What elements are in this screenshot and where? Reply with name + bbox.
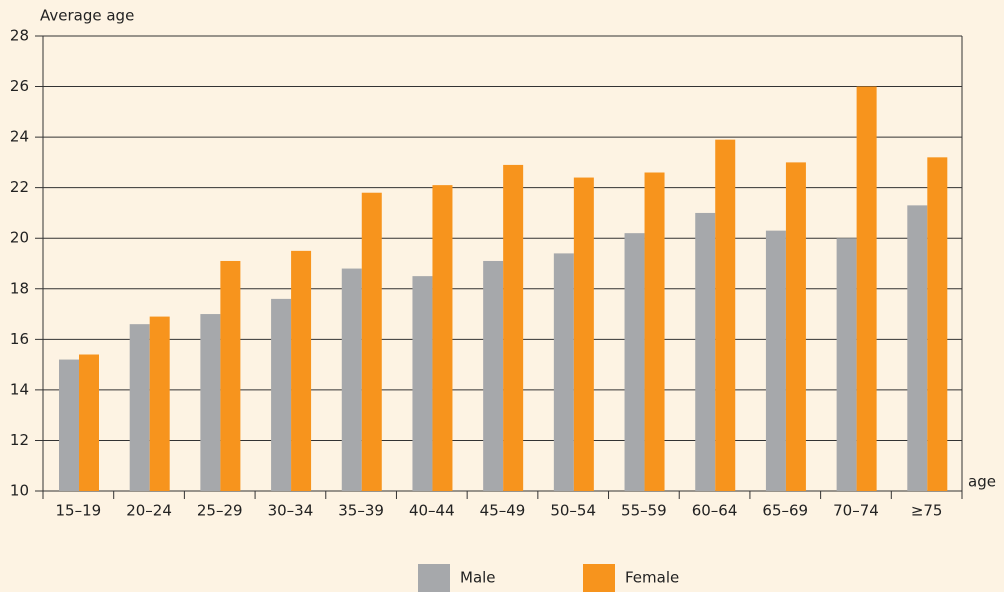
legend-label: Male bbox=[460, 569, 496, 587]
bar bbox=[573, 177, 594, 492]
x-tick-label: 30–34 bbox=[268, 502, 314, 520]
bar bbox=[432, 185, 453, 491]
bar bbox=[624, 233, 645, 491]
bar bbox=[644, 172, 665, 491]
y-tick-label: 16 bbox=[10, 330, 29, 348]
bar bbox=[361, 192, 382, 491]
x-tick-label: 15–19 bbox=[56, 502, 102, 520]
bar bbox=[503, 164, 524, 491]
bar bbox=[412, 276, 433, 491]
bar bbox=[341, 268, 362, 491]
bar bbox=[836, 238, 857, 491]
legend-label: Female bbox=[625, 569, 679, 587]
bar bbox=[271, 298, 292, 491]
x-tick-label: 35–39 bbox=[338, 502, 384, 520]
x-tick-label: 25–29 bbox=[197, 502, 243, 520]
y-tick-label: 26 bbox=[10, 77, 29, 95]
bar bbox=[553, 253, 574, 491]
y-axis-label: Average age bbox=[40, 7, 134, 25]
bar bbox=[907, 205, 928, 491]
y-tick-label: 10 bbox=[10, 482, 29, 500]
bar bbox=[79, 354, 99, 491]
y-tick-label: 18 bbox=[10, 279, 29, 297]
legend-swatch bbox=[583, 564, 615, 592]
bar bbox=[483, 260, 504, 491]
bar bbox=[149, 316, 170, 491]
bar bbox=[715, 139, 736, 491]
y-tick-label: 24 bbox=[10, 128, 29, 146]
y-tick-label: 28 bbox=[10, 27, 29, 45]
x-tick-label: 55–59 bbox=[621, 502, 667, 520]
y-tick-label: 22 bbox=[10, 178, 29, 196]
x-tick-label: ≥75 bbox=[911, 502, 943, 520]
bar bbox=[129, 324, 150, 491]
x-axis-label: age bbox=[968, 473, 996, 491]
x-tick-label: 60–64 bbox=[692, 502, 738, 520]
y-tick-label: 12 bbox=[10, 431, 29, 449]
x-tick-label: 65–69 bbox=[762, 502, 808, 520]
bar bbox=[856, 86, 877, 492]
x-tick-label: 70–74 bbox=[833, 502, 879, 520]
bar bbox=[927, 157, 948, 492]
bar bbox=[220, 260, 241, 491]
x-tick-label: 40–44 bbox=[409, 502, 455, 520]
bar bbox=[291, 250, 312, 491]
x-tick-label: 20–24 bbox=[126, 502, 172, 520]
x-tick-label: 50–54 bbox=[550, 502, 596, 520]
y-tick-label: 14 bbox=[10, 380, 29, 398]
bar bbox=[200, 314, 221, 491]
bar bbox=[695, 212, 716, 491]
x-tick-label: 45–49 bbox=[480, 502, 526, 520]
bar bbox=[59, 359, 79, 491]
legend-swatch bbox=[418, 564, 450, 592]
bar bbox=[765, 230, 786, 491]
y-tick-label: 20 bbox=[10, 229, 29, 247]
bar bbox=[785, 162, 806, 491]
